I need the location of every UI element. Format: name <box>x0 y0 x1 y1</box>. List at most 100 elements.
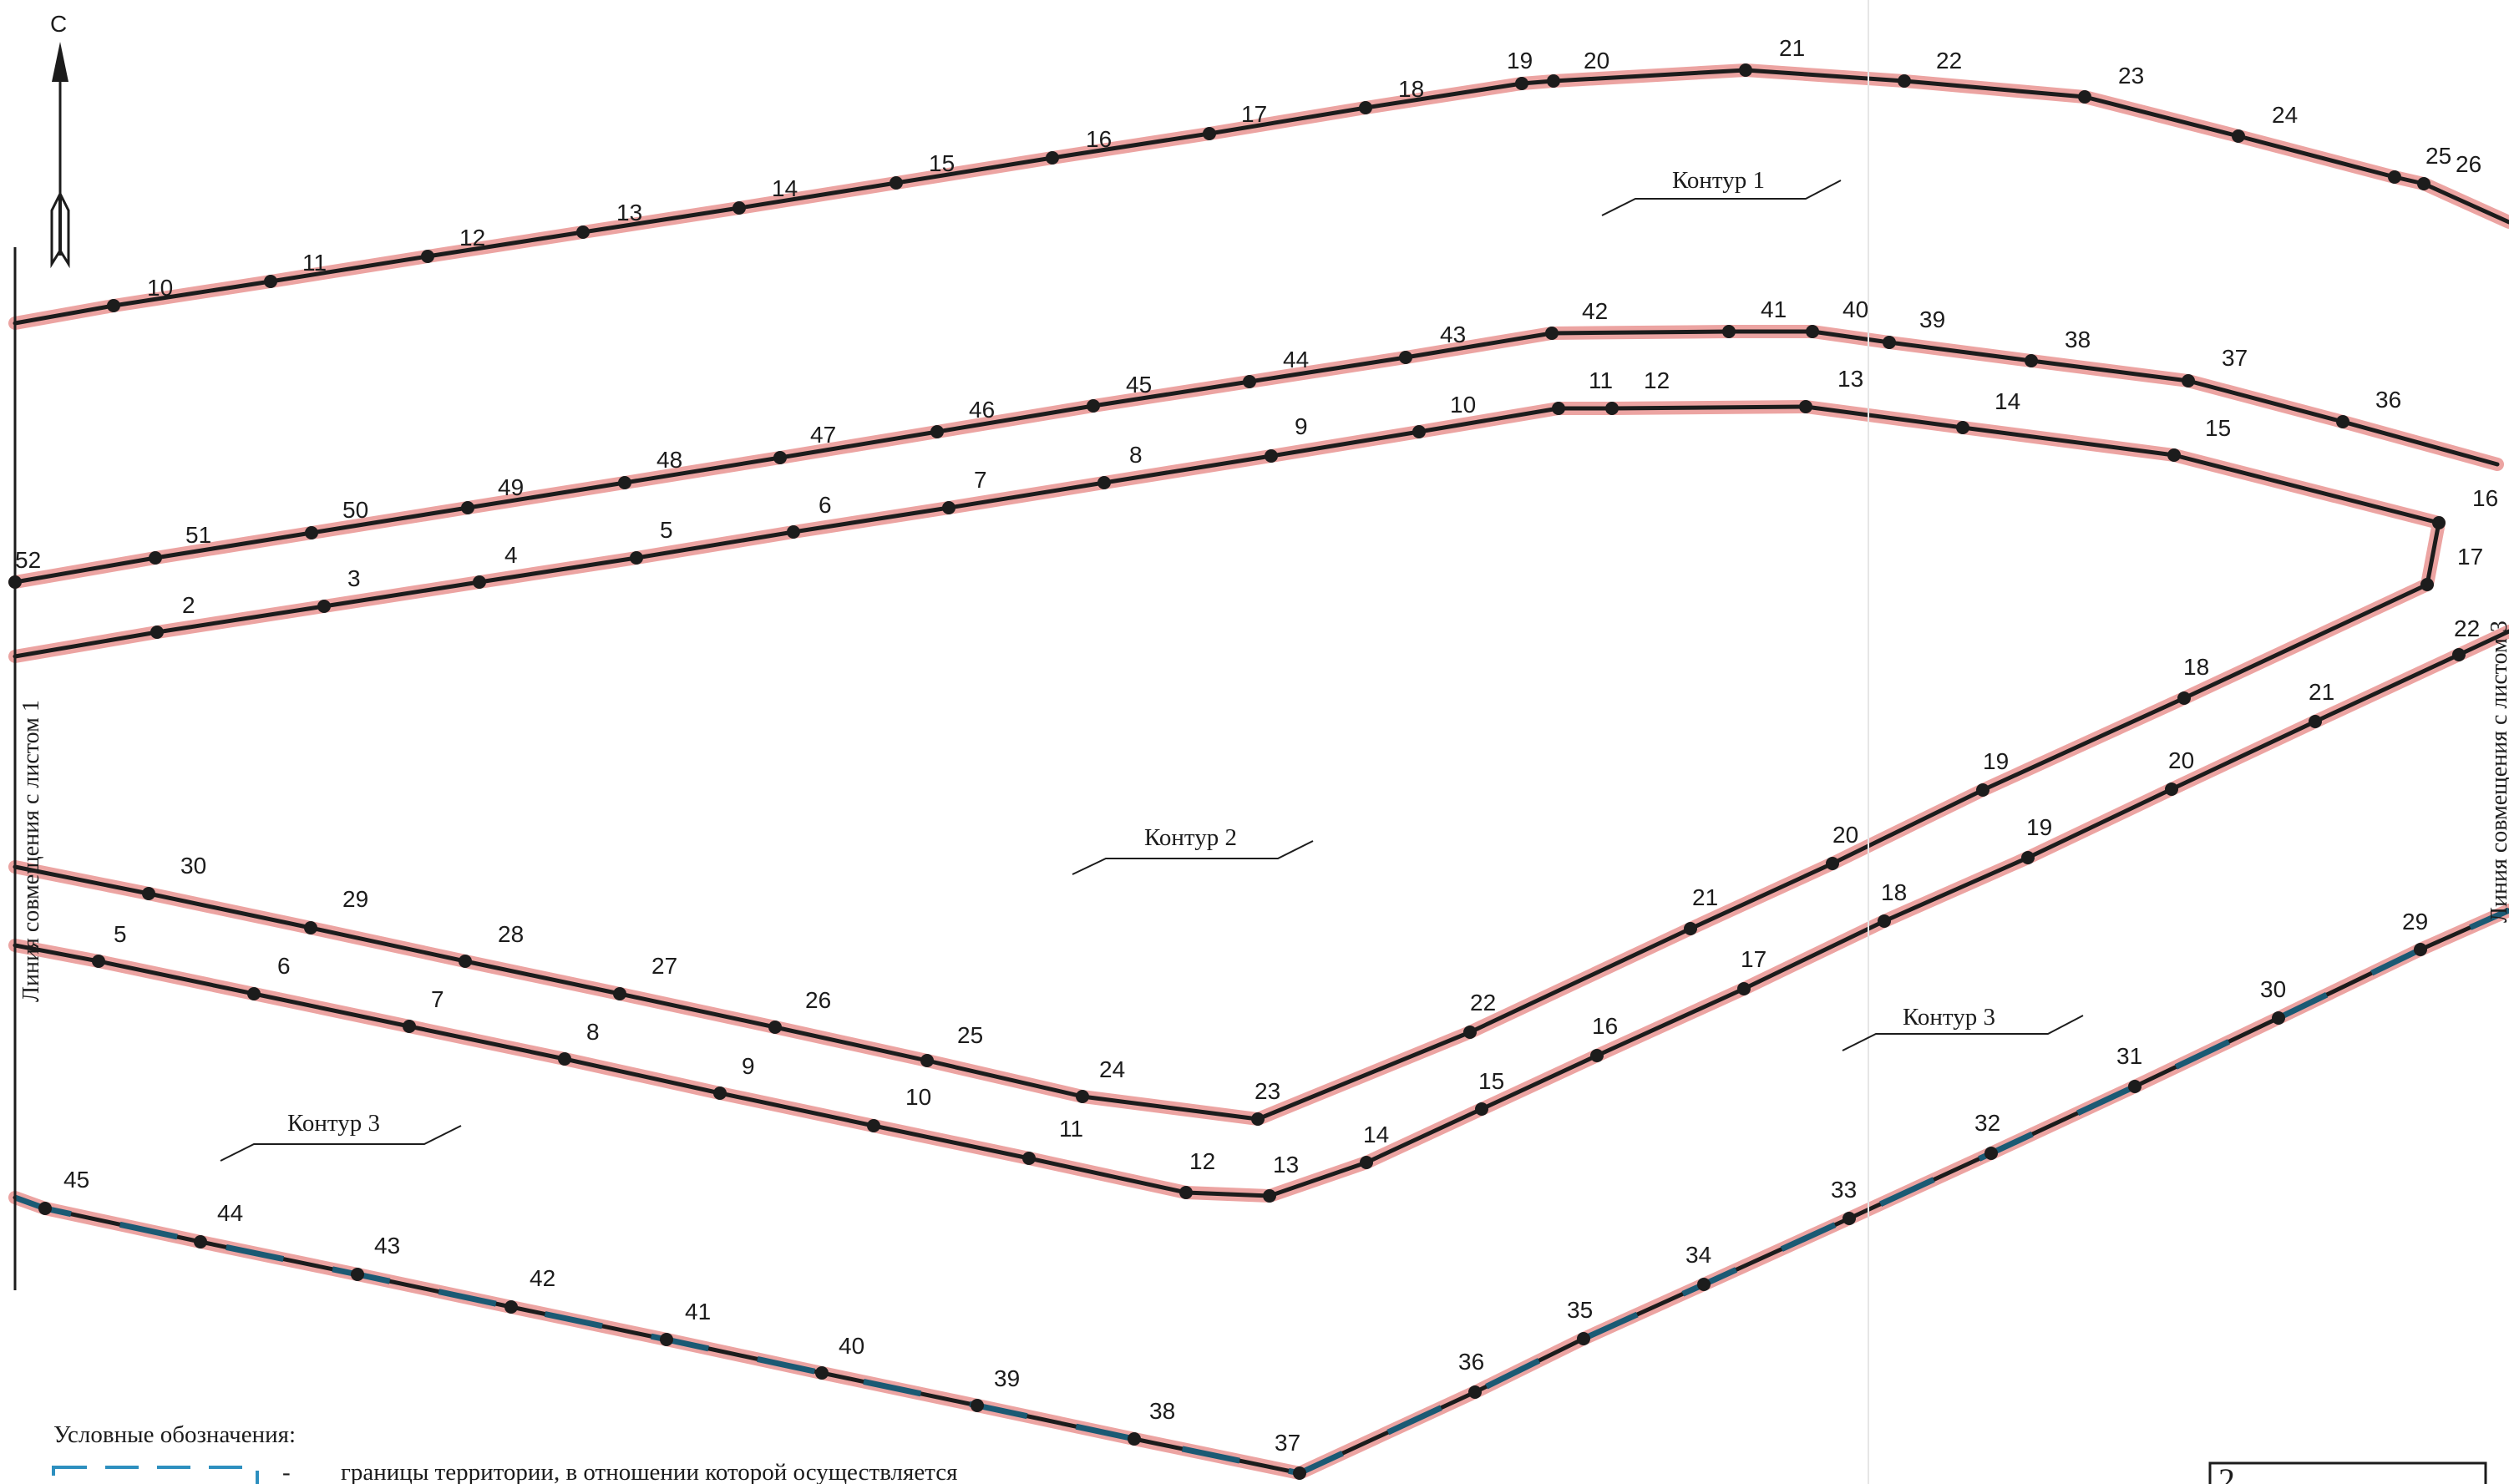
boundary-point <box>2388 170 2401 184</box>
boundary-point <box>2182 374 2195 387</box>
boundary-point <box>107 299 120 312</box>
boundary-point-label: 11 <box>302 250 327 276</box>
contour-label-3-right: Контур 3 <box>1842 1004 2084 1051</box>
boundary-point <box>618 476 631 489</box>
boundary-point <box>1883 336 1896 349</box>
contour-label-text: Контур 3 <box>1903 1004 1995 1031</box>
contour-label-text: Контур 2 <box>1144 824 1237 851</box>
boundary-point <box>2167 448 2181 462</box>
sheet-number-box: 2 <box>2208 1461 2487 1484</box>
boundary-point <box>247 987 261 1000</box>
legend-title: Условные обозначения: <box>53 1421 296 1448</box>
boundary-point <box>867 1119 880 1132</box>
boundary-point <box>1515 77 1528 90</box>
boundary-halo <box>8 400 2446 1126</box>
boundary-point <box>942 501 955 514</box>
boundary-point <box>403 1020 416 1033</box>
boundary-point-label: 11 <box>1589 367 1613 393</box>
boundary-point-label: 10 <box>147 275 173 301</box>
boundary-point <box>1976 783 1989 797</box>
boundary-point-label: 39 <box>1919 306 1945 332</box>
contour-label-1: Контур 1 <box>1601 167 1842 216</box>
contour-label-text: Контур 1 <box>1672 167 1765 194</box>
boundary-point <box>660 1333 673 1346</box>
boundary-point <box>890 176 903 190</box>
boundary-point-label: 25 <box>957 1022 983 1048</box>
boundary-point <box>1547 74 1560 88</box>
boundary-point <box>38 1202 52 1215</box>
boundary-point-label: 29 <box>2402 909 2428 934</box>
boundary-point <box>1739 63 1752 77</box>
boundary-point <box>2078 90 2091 104</box>
boundary-point-label: 23 <box>1254 1078 1280 1104</box>
boundary-point <box>768 1021 782 1034</box>
boundary-point-label: 16 <box>2472 485 2498 511</box>
boundary-point-label: 14 <box>1995 388 2020 414</box>
boundary-point-label: 39 <box>994 1365 1020 1391</box>
boundary-point-label: 40 <box>839 1333 864 1359</box>
boundary-point-label: 15 <box>929 150 955 176</box>
boundary-line <box>13 404 2441 1122</box>
contour-3-lower-boundary: 45 44 43 42 41 40 39 38 37 36 35 34 33 32 31 30 29 <box>8 904 2509 1480</box>
boundary-point <box>1590 1049 1604 1062</box>
boundary-point-label: 21 <box>2309 679 2334 705</box>
boundary-point-label: 16 <box>1592 1013 1618 1039</box>
boundary-point-label: 24 <box>1099 1056 1125 1082</box>
legend-description: границы территории, в отношении которой … <box>341 1459 957 1484</box>
boundary-point-label: 40 <box>1842 296 1868 322</box>
boundary-point <box>150 626 164 639</box>
boundary-point-label: 15 <box>1478 1068 1504 1094</box>
boundary-point <box>92 955 105 968</box>
boundary-point-label: 36 <box>1458 1349 1484 1375</box>
boundary-point <box>787 525 800 539</box>
boundary-point <box>459 955 472 968</box>
boundary-point <box>504 1300 518 1314</box>
boundary-point-label: 43 <box>374 1233 400 1259</box>
boundary-point-label: 29 <box>342 886 368 912</box>
boundary-point-label: 10 <box>905 1084 931 1110</box>
boundary-point-label: 42 <box>530 1265 555 1291</box>
boundary-point <box>713 1086 727 1100</box>
boundary-point-label: 44 <box>217 1200 243 1226</box>
contour-label-2: Контур 2 <box>1072 824 1314 875</box>
boundary-point <box>1251 1112 1265 1126</box>
boundary-line <box>13 629 2509 1198</box>
boundary-point <box>1475 1102 1488 1116</box>
boundary-point <box>2021 851 2035 864</box>
boundary-point-label: 9 <box>1295 413 1308 439</box>
boundary-point <box>815 1366 829 1380</box>
boundary-point <box>1577 1332 1590 1345</box>
boundary-point <box>1360 1156 1373 1169</box>
boundary-point-label: 47 <box>810 422 836 448</box>
contour-label-3-left: Контур 3 <box>220 1110 462 1162</box>
boundary-point <box>421 250 434 263</box>
boundary-point-label: 9 <box>742 1053 755 1079</box>
boundary-point-label: 17 <box>1741 946 1766 972</box>
boundary-point-label: 45 <box>1126 372 1152 398</box>
boundary-point <box>1826 857 1839 870</box>
boundary-point-label: 38 <box>2065 327 2091 352</box>
boundary-point <box>558 1052 571 1066</box>
boundary-point-label: 8 <box>1129 442 1143 468</box>
boundary-point-label: 18 <box>1398 76 1424 102</box>
boundary-point-label: 30 <box>180 853 206 879</box>
boundary-point-label: 16 <box>1086 126 1112 152</box>
boundary-point <box>2309 715 2322 728</box>
right-side-label: Линия совмещения с листом 3 <box>2486 620 2509 923</box>
boundary-point-label: 37 <box>2222 345 2248 371</box>
boundary-point <box>1468 1385 1482 1399</box>
boundary-point-label: 18 <box>2183 654 2209 680</box>
boundary-point-label: 41 <box>685 1299 711 1324</box>
boundary-point-label: 12 <box>1189 1148 1215 1174</box>
boundary-point-label: 28 <box>498 921 524 947</box>
boundary-point-label: 52 <box>15 547 41 573</box>
legend-swatch-dashed-boundary <box>52 1466 259 1484</box>
boundary-point <box>2420 578 2434 591</box>
boundary-point-label: 49 <box>498 474 524 500</box>
legend-dash: - <box>282 1459 291 1484</box>
boundary-point-label: 7 <box>431 986 444 1012</box>
boundary-point <box>630 551 643 565</box>
boundary-point-label: 23 <box>2118 63 2144 89</box>
